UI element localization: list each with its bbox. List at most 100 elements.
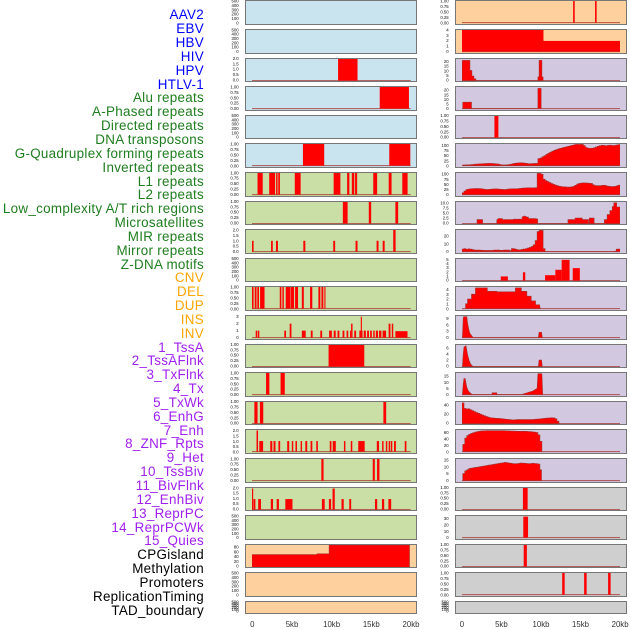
svg-text:0.75: 0.75	[230, 347, 239, 352]
svg-text:40: 40	[444, 437, 449, 442]
svg-text:1.00: 1.00	[440, 542, 449, 547]
svg-text:0: 0	[446, 335, 449, 340]
svg-text:0.50: 0.50	[230, 467, 239, 472]
svg-text:3: 3	[446, 33, 449, 38]
svg-text:3: 3	[446, 329, 449, 334]
svg-text:0.0: 0.0	[443, 221, 450, 226]
svg-text:1.00: 1.00	[440, 0, 449, 4]
svg-text:200: 200	[232, 526, 240, 531]
svg-text:300: 300	[442, 603, 450, 608]
svg-text:10: 10	[444, 380, 449, 385]
svg-text:300: 300	[232, 7, 240, 12]
svg-text:200: 200	[232, 269, 240, 274]
svg-text:1.00: 1.00	[230, 85, 239, 90]
svg-text:0: 0	[446, 249, 449, 254]
svg-text:10: 10	[444, 68, 449, 73]
svg-text:1.5: 1.5	[233, 233, 240, 238]
svg-text:0.00: 0.00	[440, 592, 449, 597]
svg-text:0.25: 0.25	[440, 129, 449, 134]
svg-text:0.75: 0.75	[440, 119, 449, 124]
svg-text:0.25: 0.25	[440, 15, 449, 20]
svg-text:0: 0	[236, 609, 239, 614]
svg-text:0.50: 0.50	[440, 124, 449, 129]
svg-text:400: 400	[232, 518, 240, 523]
svg-text:500: 500	[232, 256, 240, 261]
svg-text:5: 5	[446, 102, 449, 107]
svg-text:0.75: 0.75	[440, 4, 449, 9]
svg-text:0.75: 0.75	[230, 405, 239, 410]
svg-text:1.00: 1.00	[440, 571, 449, 576]
svg-text:2: 2	[446, 269, 449, 274]
svg-text:0.00: 0.00	[230, 392, 239, 397]
svg-text:0.25: 0.25	[230, 187, 239, 192]
svg-text:500: 500	[232, 571, 240, 576]
svg-text:200: 200	[232, 584, 240, 589]
svg-text:0.50: 0.50	[230, 296, 239, 301]
svg-text:0.75: 0.75	[440, 548, 449, 553]
svg-text:100: 100	[232, 531, 240, 536]
svg-text:3: 3	[236, 314, 239, 319]
svg-text:20: 20	[444, 522, 449, 527]
svg-text:400: 400	[232, 117, 240, 122]
svg-text:0.5: 0.5	[233, 72, 240, 77]
svg-text:5: 5	[446, 73, 449, 78]
svg-text:1: 1	[236, 328, 239, 333]
svg-text:500: 500	[232, 514, 240, 519]
svg-text:400: 400	[442, 601, 450, 606]
svg-text:500: 500	[232, 0, 240, 4]
svg-text:1.00: 1.00	[230, 199, 239, 204]
svg-text:15: 15	[444, 64, 449, 69]
svg-text:0.25: 0.25	[230, 415, 239, 420]
svg-text:0.50: 0.50	[440, 496, 449, 501]
svg-text:200: 200	[232, 12, 240, 17]
svg-text:40: 40	[444, 403, 449, 408]
svg-text:10: 10	[444, 97, 449, 102]
svg-text:0: 0	[446, 535, 449, 540]
svg-text:200: 200	[232, 40, 240, 45]
svg-text:0: 0	[236, 278, 239, 283]
svg-text:300: 300	[232, 522, 240, 527]
svg-text:0: 0	[446, 78, 449, 83]
svg-text:1.0: 1.0	[233, 496, 240, 501]
svg-text:2: 2	[446, 38, 449, 43]
svg-text:0: 0	[236, 592, 239, 597]
svg-text:4: 4	[446, 261, 449, 266]
svg-text:15: 15	[444, 374, 449, 379]
svg-text:100: 100	[232, 45, 240, 50]
svg-text:15: 15	[444, 458, 449, 463]
svg-text:0.00: 0.00	[230, 221, 239, 226]
svg-text:20: 20	[444, 59, 449, 64]
svg-text:1: 1	[446, 274, 449, 279]
svg-text:0.0: 0.0	[233, 78, 240, 83]
svg-text:0.50: 0.50	[230, 353, 239, 358]
svg-text:0.50: 0.50	[440, 582, 449, 587]
svg-text:0.00: 0.00	[440, 507, 449, 512]
svg-text:400: 400	[232, 260, 240, 265]
svg-text:2: 2	[446, 358, 449, 363]
svg-text:2.0: 2.0	[233, 485, 240, 490]
svg-text:0: 0	[446, 306, 449, 311]
svg-text:25: 25	[444, 187, 449, 192]
svg-text:0.75: 0.75	[440, 576, 449, 581]
svg-text:0.00: 0.00	[230, 192, 239, 197]
svg-text:1.00: 1.00	[230, 142, 239, 147]
svg-text:1.00: 1.00	[230, 456, 239, 461]
svg-text:5: 5	[446, 386, 449, 391]
svg-text:500: 500	[232, 113, 240, 118]
svg-text:0.25: 0.25	[230, 301, 239, 306]
svg-text:0.00: 0.00	[230, 163, 239, 168]
svg-text:0.50: 0.50	[230, 181, 239, 186]
svg-text:0.75: 0.75	[440, 490, 449, 495]
svg-text:500: 500	[232, 27, 240, 32]
svg-text:0: 0	[236, 49, 239, 54]
svg-text:400: 400	[232, 601, 240, 606]
svg-text:2.5: 2.5	[443, 216, 450, 221]
svg-text:0.0: 0.0	[233, 507, 240, 512]
svg-text:0.75: 0.75	[230, 176, 239, 181]
svg-text:6: 6	[446, 346, 449, 351]
svg-text:0.50: 0.50	[230, 153, 239, 158]
svg-text:20: 20	[444, 88, 449, 93]
svg-text:1.00: 1.00	[440, 485, 449, 490]
svg-text:0.5: 0.5	[233, 444, 240, 449]
svg-text:0.0: 0.0	[233, 449, 240, 454]
